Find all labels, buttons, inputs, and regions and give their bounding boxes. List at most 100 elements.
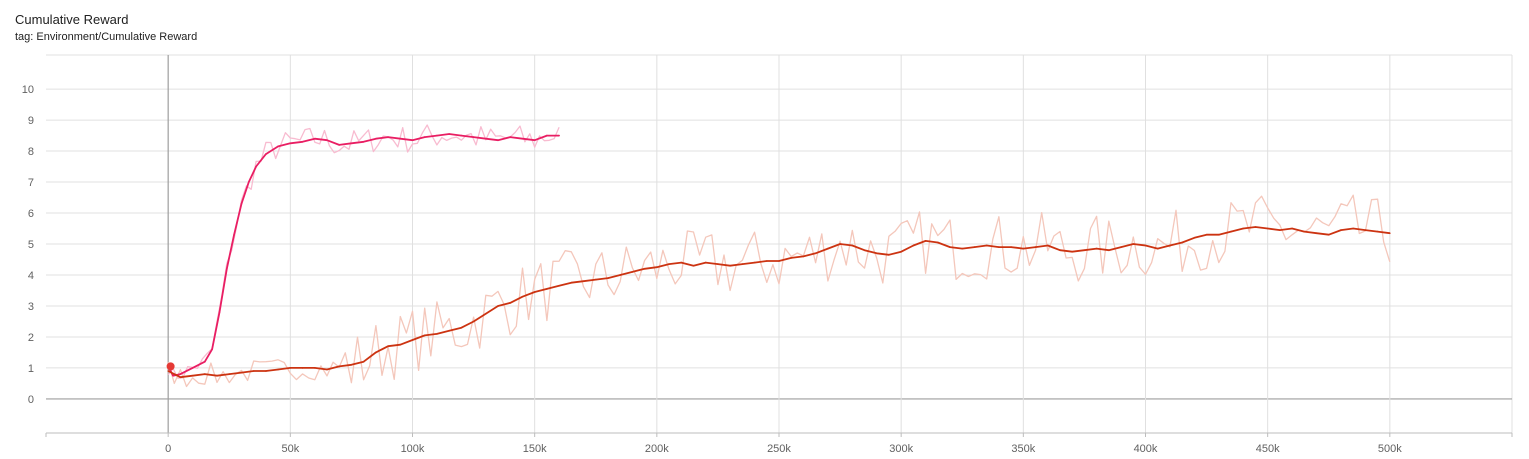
data-point	[521, 295, 524, 298]
data-point	[839, 243, 841, 245]
data-point	[472, 320, 475, 323]
data-point	[1156, 247, 1159, 250]
data-point	[790, 257, 792, 259]
data-point	[1071, 250, 1073, 253]
data-point	[704, 261, 707, 264]
data-point	[1315, 232, 1318, 234]
chart-tag: tag: Environment/Cumulative Reward	[15, 31, 198, 43]
data-point	[546, 288, 548, 290]
data-point	[802, 255, 805, 258]
data-point	[1010, 246, 1012, 248]
raw-series-line	[167, 194, 1391, 388]
data-point	[1254, 226, 1257, 228]
data-point	[1108, 249, 1110, 251]
data-point	[362, 360, 365, 363]
data-point	[191, 374, 194, 377]
data-point	[252, 370, 255, 372]
data-point	[937, 241, 939, 244]
data-point	[753, 261, 756, 264]
x-tick-label: 250k	[767, 443, 791, 455]
x-tick-label: 50k	[281, 443, 299, 455]
data-point	[875, 252, 878, 255]
data-point	[1279, 229, 1281, 231]
data-point	[167, 370, 169, 372]
data-point	[448, 133, 451, 135]
data-point	[1120, 246, 1122, 248]
data-point	[998, 246, 1000, 248]
data-point	[1181, 241, 1183, 244]
chart-title: Cumulative Reward	[15, 12, 129, 27]
data-point	[277, 145, 279, 148]
data-point	[460, 326, 463, 329]
tick-labels: 0 1 2 3 4 5 6 7 8 9 10 0 50k 100k 150k 200k 250k 300k 350k…	[22, 84, 1403, 455]
data-point	[1376, 230, 1379, 233]
x-tick-label: 400k	[1134, 443, 1158, 455]
data-point	[1022, 247, 1025, 250]
data-point	[985, 244, 988, 247]
y-tick-label: 0	[28, 394, 34, 406]
data-point	[1352, 227, 1354, 230]
data-point	[423, 334, 426, 337]
data-point	[497, 305, 499, 307]
axes	[45, 432, 1513, 437]
data-point	[778, 260, 780, 262]
data-point	[387, 345, 389, 348]
data-point	[1047, 244, 1049, 247]
data-point	[436, 134, 438, 137]
x-tick-label: 450k	[1256, 443, 1280, 455]
data-point	[582, 280, 585, 283]
series-line	[167, 133, 560, 377]
data-point	[314, 367, 316, 369]
data-point	[521, 137, 524, 140]
data-point	[228, 373, 231, 375]
data-point	[1389, 232, 1391, 234]
data-point	[399, 137, 402, 140]
data-point	[1034, 246, 1037, 248]
data-point	[912, 244, 915, 247]
data-point	[248, 181, 250, 183]
data-point	[924, 240, 927, 242]
y-tick-label: 1	[28, 363, 34, 375]
x-tick-label: 100k	[401, 443, 425, 455]
data-point	[265, 370, 267, 372]
y-tick-label: 5	[28, 239, 34, 251]
x-tick-label: 0	[165, 443, 171, 455]
data-point	[411, 139, 414, 141]
data-point	[558, 285, 560, 287]
data-point	[411, 339, 414, 341]
data-point	[766, 260, 768, 262]
data-point	[289, 367, 292, 369]
x-tick-label: 200k	[645, 443, 669, 455]
data-point	[301, 141, 304, 143]
data-point	[301, 367, 304, 369]
data-point	[362, 141, 365, 143]
data-point	[1144, 244, 1147, 247]
data-point	[497, 139, 499, 141]
data-point	[179, 376, 182, 379]
data-point	[314, 137, 316, 140]
data-point	[1266, 227, 1269, 230]
grid	[46, 54, 1513, 433]
y-tick-label: 2	[28, 332, 34, 344]
data-point	[399, 343, 402, 346]
raw-series-line	[167, 124, 560, 379]
data-point	[289, 142, 292, 145]
data-point	[1230, 230, 1232, 233]
data-point	[692, 264, 695, 267]
data-point	[1340, 229, 1342, 231]
data-point	[1328, 233, 1330, 236]
y-tick-label: 6	[28, 208, 34, 220]
y-tick-label: 3	[28, 301, 34, 313]
data-point	[1303, 230, 1306, 233]
x-tick-label: 150k	[523, 443, 547, 455]
data-point	[509, 302, 512, 304]
y-tick-label: 10	[22, 84, 34, 96]
data-point	[1132, 243, 1135, 245]
y-tick-label: 4	[28, 270, 34, 282]
data-point	[350, 142, 353, 145]
data-point	[338, 144, 341, 146]
data-point	[277, 368, 279, 371]
data-point	[485, 137, 487, 140]
data-point	[485, 312, 487, 315]
